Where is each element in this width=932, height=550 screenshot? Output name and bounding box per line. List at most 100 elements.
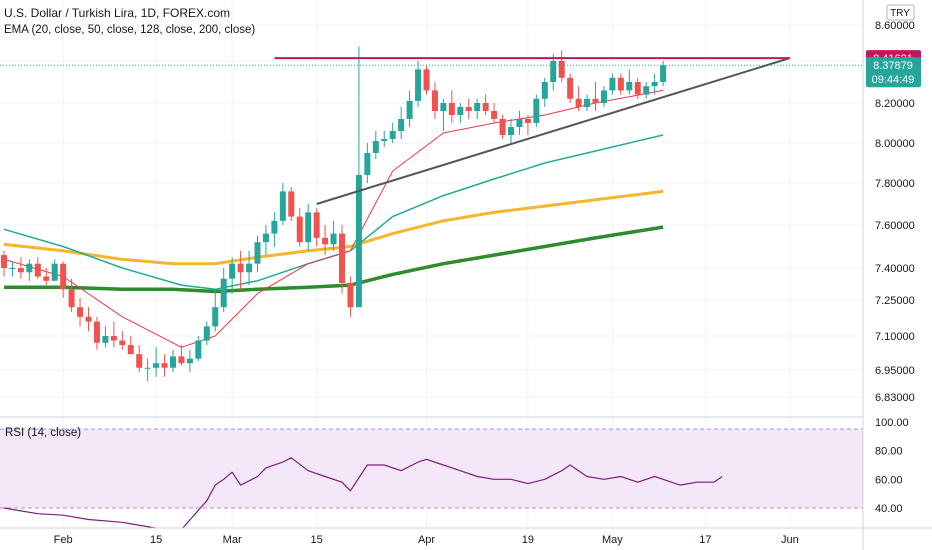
candle[interactable] [558,50,565,82]
candle[interactable] [246,250,253,286]
candle[interactable] [153,347,160,377]
candle[interactable] [288,187,295,221]
candle[interactable] [43,268,50,286]
candle[interactable] [398,107,405,139]
price-axis-background [863,0,932,550]
candle[interactable] [372,131,379,159]
candle[interactable] [474,98,481,119]
trendline[interactable] [316,57,791,205]
candle[interactable] [533,94,540,127]
rsi-tick-label: 60.00 [875,474,903,486]
candle[interactable] [9,261,16,277]
candle-body [85,316,92,322]
currency-badge[interactable]: TRY [886,4,915,21]
candle[interactable] [584,94,591,111]
candle[interactable] [381,131,388,147]
candle[interactable] [170,349,176,373]
candle[interactable] [254,235,261,273]
candle[interactable] [567,73,574,103]
candle[interactable] [203,321,210,346]
candle-body [1,255,7,268]
candle[interactable] [34,257,41,279]
indicator-label: EMA (20, close, 50, close, 128, close, 2… [4,24,255,36]
candle[interactable] [68,278,75,312]
candle[interactable] [296,208,303,247]
candle[interactable] [482,94,489,115]
candle[interactable] [161,354,168,377]
candle[interactable] [127,336,134,355]
candle[interactable] [592,82,599,111]
candle[interactable] [102,326,109,348]
candle[interactable] [491,103,498,123]
candle[interactable] [60,261,67,298]
candle[interactable] [220,268,227,312]
candle[interactable] [617,73,624,95]
candle[interactable] [643,82,650,99]
candle[interactable] [178,345,185,366]
candle-body [491,111,498,119]
candle[interactable] [144,358,151,382]
candle[interactable] [339,225,345,294]
candle[interactable] [431,82,438,119]
candle[interactable] [51,259,58,281]
candle[interactable] [626,69,633,95]
candle[interactable] [305,204,312,251]
price-tick-label: 7.25000 [875,295,915,307]
candle[interactable] [524,115,531,135]
candle[interactable] [550,53,557,91]
candle[interactable] [262,225,269,256]
candle[interactable] [322,225,329,256]
candle[interactable] [212,289,219,332]
candle[interactable] [229,257,236,294]
price-tick-label: 6.95000 [875,365,915,377]
candle-body [271,220,278,234]
candle[interactable] [271,212,278,247]
candle[interactable] [457,103,464,123]
candle[interactable] [1,250,7,277]
candle[interactable] [77,297,84,327]
candle[interactable] [313,208,320,247]
candle[interactable] [541,77,548,107]
time-tick-label: May [602,534,623,546]
candle[interactable] [600,86,607,107]
candle[interactable] [508,119,514,143]
candle-body [567,77,574,99]
candle[interactable] [406,90,413,127]
candle[interactable] [575,86,582,111]
candle[interactable] [389,123,396,143]
candle[interactable] [423,65,430,95]
drawings[interactable] [0,57,863,205]
candle-body [448,103,455,115]
candle[interactable] [347,276,354,317]
candle[interactable] [440,98,447,131]
candle-body [626,82,633,91]
candle[interactable] [279,183,286,225]
candle[interactable] [609,73,616,95]
candle[interactable] [465,98,472,119]
candle[interactable] [85,307,92,332]
candle[interactable] [651,73,658,95]
candles[interactable] [1,46,667,382]
candle[interactable] [355,46,362,308]
time-axis[interactable]: Feb 15 Mar 15 Apr 19 May 17 Jun [0,527,932,546]
candle[interactable] [26,259,33,281]
candle-body [220,278,227,308]
candle[interactable] [195,336,202,361]
candle[interactable] [499,115,506,139]
candle[interactable] [186,349,193,373]
candle[interactable] [516,111,523,135]
candle[interactable] [17,257,24,279]
candle[interactable] [237,250,244,290]
price-axis[interactable]: 8.600008.400008.200008.000007.800007.600… [862,0,932,550]
candle[interactable] [634,77,641,99]
candle[interactable] [415,61,422,107]
candle[interactable] [93,316,100,350]
candle[interactable] [448,90,455,123]
candle[interactable] [136,345,143,373]
candle[interactable] [330,220,337,251]
candle[interactable] [110,321,117,348]
candle-body [186,358,193,364]
candle[interactable] [364,143,371,183]
candle[interactable] [119,331,126,350]
